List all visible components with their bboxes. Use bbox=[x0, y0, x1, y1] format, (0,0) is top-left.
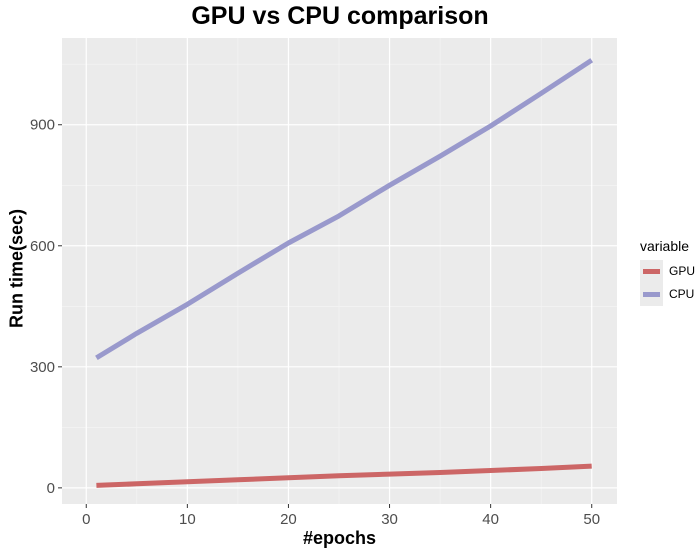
x-tick-label: 50 bbox=[583, 511, 600, 528]
x-axis: 0 10 20 30 40 50 bbox=[82, 504, 600, 528]
x-tick-label: 30 bbox=[381, 511, 398, 528]
x-tick-label: 10 bbox=[179, 511, 196, 528]
grid-major bbox=[62, 38, 617, 504]
series-line-gpu bbox=[96, 463, 592, 488]
y-axis: 0 300 600 900 bbox=[30, 117, 62, 497]
legend-key-gpu bbox=[640, 260, 663, 283]
series-lines bbox=[95, 58, 594, 488]
x-axis-label: #epochs bbox=[302, 528, 377, 548]
plot-panel bbox=[62, 38, 617, 504]
y-tick-label: 600 bbox=[30, 238, 55, 255]
chart-title: GPU vs CPU comparison bbox=[191, 2, 489, 30]
legend-key-cpu bbox=[640, 283, 663, 306]
x-tick-label: 20 bbox=[280, 511, 297, 528]
y-axis-label: Run time(sec) bbox=[6, 208, 27, 329]
legend-title: variable bbox=[640, 238, 690, 254]
legend: variable GPU CPU bbox=[640, 238, 700, 306]
legend-item-gpu: GPU bbox=[640, 260, 700, 283]
legend-label-gpu: GPU bbox=[669, 264, 696, 278]
x-tick-label: 40 bbox=[482, 511, 499, 528]
series-line-cpu bbox=[95, 58, 594, 361]
legend-swatch-gpu bbox=[643, 269, 660, 274]
y-tick-label: 900 bbox=[30, 117, 55, 134]
legend-label-cpu: CPU bbox=[669, 287, 695, 301]
y-tick-label: 0 bbox=[47, 480, 55, 497]
legend-item-cpu: CPU bbox=[640, 283, 700, 306]
legend-swatch-cpu bbox=[643, 292, 660, 297]
x-tick-label: 0 bbox=[82, 511, 90, 528]
y-tick-label: 300 bbox=[30, 359, 55, 376]
